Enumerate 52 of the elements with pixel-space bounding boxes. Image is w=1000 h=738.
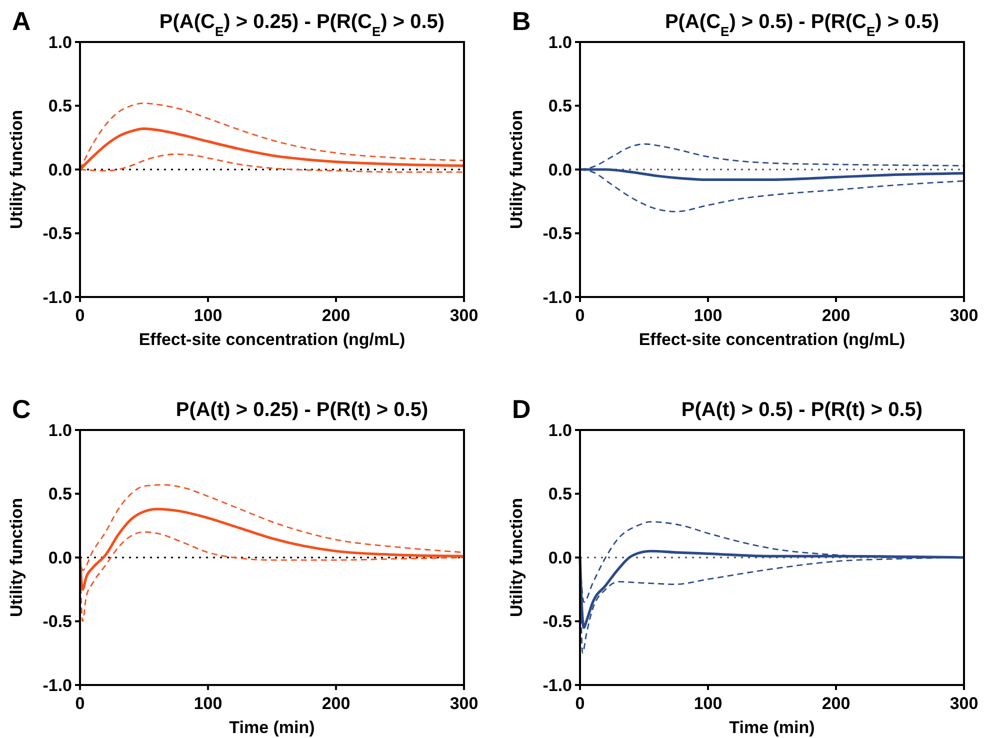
- x-tick-label: 100: [194, 306, 222, 325]
- x-tick-label: 300: [450, 306, 478, 325]
- x-tick-label: 300: [950, 694, 978, 713]
- x-tick-label: 100: [194, 694, 222, 713]
- x-tick-label: 100: [694, 694, 722, 713]
- y-axis-title: Utility function: [7, 110, 26, 229]
- y-tick-label: 0.0: [548, 160, 572, 180]
- x-axis-title: Time (min): [729, 718, 815, 737]
- chart-title: P(A(t) > 0.25) - P(R(t) > 0.5): [176, 399, 428, 421]
- y-tick-label: -0.5: [542, 612, 572, 632]
- y-tick-label: 0.0: [48, 548, 72, 568]
- y-tick-label: 0.5: [548, 484, 572, 504]
- text: B: [512, 6, 531, 36]
- x-tick-label: 0: [75, 694, 85, 713]
- text: A: [12, 6, 31, 36]
- y-tick-label: 0.5: [48, 96, 72, 116]
- text: C: [12, 394, 31, 424]
- y-tick-label: -1.0: [542, 676, 572, 695]
- y-axis-title: Utility function: [7, 498, 26, 617]
- y-tick-label: 1.0: [48, 420, 72, 440]
- x-tick-label: 0: [575, 306, 585, 325]
- x-tick-label: 0: [75, 306, 85, 325]
- y-axis-title: Utility function: [507, 498, 526, 617]
- x-tick-label: 300: [950, 306, 978, 325]
- x-tick-label: 200: [822, 694, 850, 713]
- y-tick-label: 1.0: [548, 420, 572, 440]
- x-tick-label: 200: [822, 306, 850, 325]
- chart-title: P(A(t) > 0.5) - P(R(t) > 0.5): [681, 399, 923, 421]
- chart-title: P(A(C$_{E}$) > 0.5) - P(R(C$_{E}$) > 0.5): [664, 11, 940, 38]
- x-tick-label: 100: [694, 306, 722, 325]
- chart-title: P(A(C$_{E}$) > 0.25) - P(R(C$_{E}$) > 0.5): [159, 11, 445, 38]
- x-tick-label: 300: [450, 694, 478, 713]
- y-tick-label: 0.5: [48, 484, 72, 504]
- y-axis-title: Utility function: [507, 110, 526, 229]
- x-axis-title: Effect-site concentration (ng/mL): [138, 330, 406, 349]
- y-tick-label: -1.0: [542, 288, 572, 307]
- y-tick-label: 0.0: [48, 160, 72, 180]
- y-tick-label: -0.5: [42, 224, 72, 244]
- y-tick-label: -0.5: [542, 224, 572, 244]
- y-tick-label: 0.0: [548, 548, 572, 568]
- y-tick-label: -1.0: [42, 288, 72, 307]
- x-axis-title: Effect-site concentration (ng/mL): [638, 330, 906, 349]
- y-tick-label: -0.5: [42, 612, 72, 632]
- text: D: [512, 394, 531, 424]
- y-tick-label: 0.5: [548, 96, 572, 116]
- x-tick-label: 0: [575, 694, 585, 713]
- y-tick-label: -1.0: [42, 676, 72, 695]
- x-tick-label: 200: [322, 306, 350, 325]
- x-tick-label: 200: [322, 694, 350, 713]
- x-axis-title: Time (min): [229, 718, 315, 737]
- y-tick-label: 1.0: [48, 32, 72, 52]
- y-tick-label: 1.0: [548, 32, 572, 52]
